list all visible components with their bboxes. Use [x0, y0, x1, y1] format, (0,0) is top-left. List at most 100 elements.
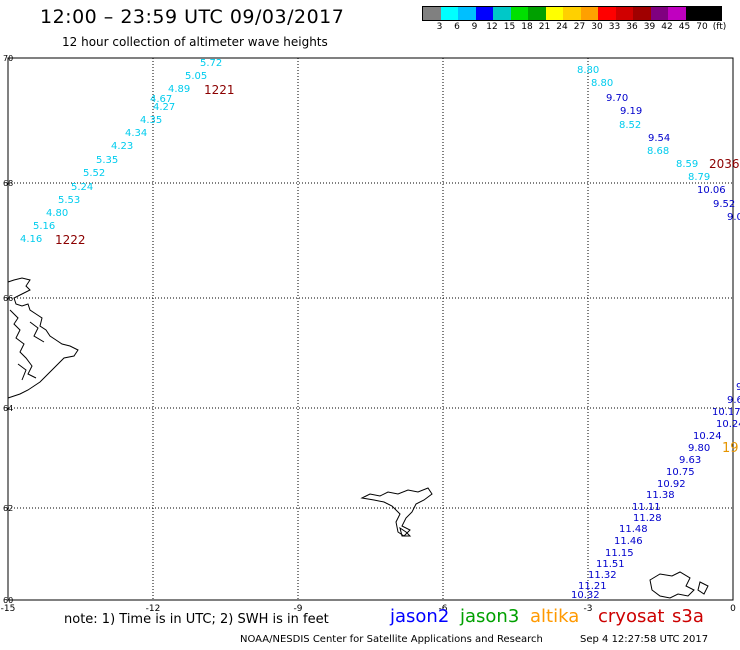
wave-height-label: 5.53: [58, 195, 80, 206]
legend-item-cryosat: cryosat: [598, 606, 665, 627]
colorbar-tick-label: 30: [591, 22, 603, 32]
colorbar-swatch: [668, 7, 686, 20]
wave-height-label: 9.70: [606, 93, 628, 104]
page-subtitle: 12 hour collection of altimeter wave hei…: [62, 35, 328, 49]
track-labels: 5.72 5.05 4.894.674.27 4.35 4.34 4.23 5.35 5.52…: [20, 58, 740, 601]
wave-height-label: 10.92: [657, 479, 686, 490]
time-label: 1222: [55, 233, 86, 247]
lon-tick-label: -9: [294, 604, 303, 614]
colorbar-swatch: [598, 7, 616, 20]
wave-height-label: 10.24: [716, 419, 740, 430]
wave-height-label: 9.54: [648, 133, 670, 144]
colorbar-swatch: [493, 7, 511, 20]
lat-tick-label: 64: [3, 404, 13, 413]
wave-height-label: 4.34: [125, 128, 147, 139]
wave-height-label: 10.24: [693, 431, 722, 442]
lon-tick-label: -3: [584, 604, 593, 614]
wave-height-label: 5.72: [200, 58, 222, 69]
wave-height-label: 8.80: [591, 78, 613, 89]
wave-height-label: 11.15: [605, 548, 634, 559]
colorbar-swatch: [528, 7, 546, 20]
colorbar-tick-label: 27: [573, 22, 586, 32]
page-title: 12:00 – 23:59 UTC 09/03/2017: [40, 6, 345, 28]
colorbar: [422, 6, 722, 21]
colorbar-swatch: [615, 7, 633, 20]
colorbar-tick-label: 12: [486, 22, 498, 32]
colorbar-swatch: [650, 7, 668, 20]
colorbar-tick-label: 39: [643, 22, 656, 32]
colorbar-swatch: [633, 7, 651, 20]
colorbar-swatch: [440, 7, 458, 20]
wave-height-label: 8.59: [676, 159, 698, 170]
colorbar-swatch: [458, 7, 476, 20]
wave-height-label: 11.51: [596, 559, 625, 570]
colorbar-tick-label: 33: [608, 22, 621, 32]
lon-tick-label: -15: [1, 604, 16, 614]
colorbar-tick-label: 36: [626, 22, 638, 32]
timestamp: Sep 4 12:27:58 UTC 2017: [580, 634, 709, 645]
credit: NOAA/NESDIS Center for Satellite Applica…: [240, 634, 543, 645]
wave-height-label: 4.16: [20, 234, 42, 245]
legend-item-jason3: jason3: [460, 606, 520, 627]
wave-height-label: 9.0: [727, 212, 740, 223]
lon-tick-label: -12: [146, 604, 161, 614]
colorbar-tick-label: 18: [521, 22, 533, 32]
colorbar-tick-label: 15: [503, 22, 516, 32]
colorbar-tick-label: (ft): [712, 22, 727, 32]
wave-height-label: 8.68: [647, 146, 669, 157]
legend-item-s3a: s3a: [672, 606, 704, 627]
shetland-islands: [649, 571, 709, 599]
time-label: 1221: [204, 83, 235, 97]
colorbar-tick-label: 45: [678, 22, 691, 32]
time-label: 19: [722, 441, 739, 456]
wave-height-label: 5.05: [185, 71, 207, 82]
footnote: note: 1) Time is in UTC; 2) SWH is in fe…: [64, 612, 329, 627]
wave-height-label: 9.80: [688, 443, 710, 454]
colorbar-tick-label: 21: [538, 22, 551, 32]
legend-item-jason2: jason2: [390, 606, 450, 627]
wave-height-label: 8.79: [688, 172, 710, 183]
colorbar-swatch: [510, 7, 528, 20]
wave-height-label: 5.35: [96, 155, 118, 166]
wave-height-label: 5.52: [83, 168, 105, 179]
wave-height-label: 10.06: [697, 185, 726, 196]
wave-height-label: 10.75: [666, 467, 695, 478]
wave-height-label: 9.63: [679, 455, 701, 466]
colorbar-tick-label: 70: [696, 22, 708, 32]
lat-tick-label: 70: [3, 54, 13, 63]
wave-height-label: 9.6: [727, 395, 740, 406]
colorbar-swatch: [580, 7, 598, 20]
wave-height-label: 11.11: [632, 502, 661, 513]
wave-height-label: 4.80: [46, 208, 68, 219]
wave-height-label: 8.52: [619, 120, 641, 131]
wave-height-label: 9.: [736, 382, 740, 393]
wave-height-label: 10.32: [571, 590, 600, 601]
wave-height-label: 4.27: [153, 102, 175, 113]
wave-height-label: 11.48: [619, 524, 648, 535]
colorbar-tick-label: 6: [454, 22, 460, 32]
wave-height-label: 11.32: [588, 570, 617, 581]
wave-height-label: 9.52: [713, 199, 735, 210]
colorbar-swatch: [423, 7, 441, 20]
lon-tick-label: 0: [730, 604, 736, 614]
wave-height-label: 9.19: [620, 106, 642, 117]
colorbar-swatch: [703, 7, 721, 20]
wave-height-label: 11.38: [646, 490, 675, 501]
lat-tick-label: 62: [3, 504, 13, 513]
lat-tick-label: 68: [3, 179, 13, 188]
lon-tick-label: -6: [439, 604, 448, 614]
wave-height-label: 10.17: [712, 407, 740, 418]
wave-height-label: 5.24: [71, 182, 93, 193]
wave-height-label: 4.89: [168, 84, 190, 95]
time-label: 2036: [709, 157, 740, 171]
lat-tick-label: 60: [3, 596, 13, 605]
graticule: [8, 58, 733, 600]
legend-item-altika: altika: [530, 606, 580, 627]
colorbar-tick-label: 3: [436, 22, 443, 32]
greenland-fjords: [9, 309, 45, 381]
map-frame: [7, 57, 734, 601]
wave-height-label: 11.21: [578, 581, 607, 592]
colorbar-swatch: [475, 7, 493, 20]
wave-height-label: 11.28: [633, 513, 662, 524]
